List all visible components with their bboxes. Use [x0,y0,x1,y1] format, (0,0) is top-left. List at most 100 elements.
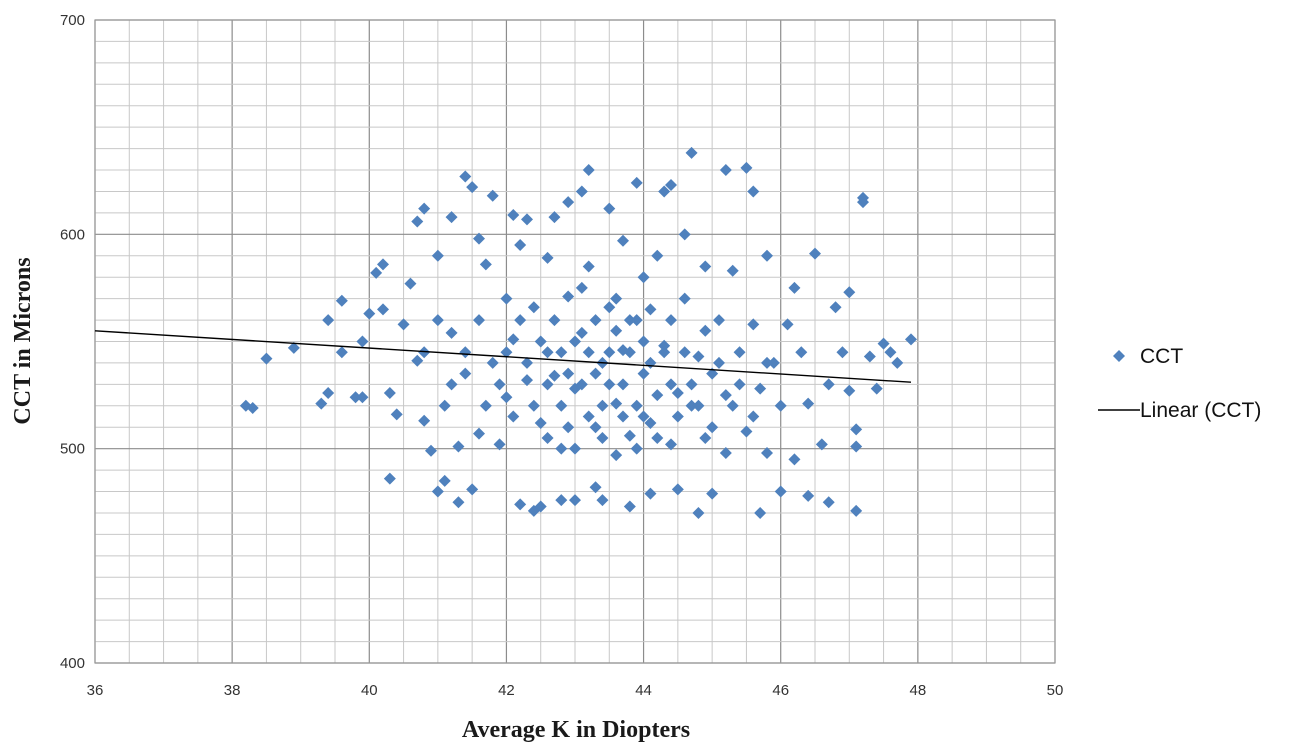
x-tick-label: 36 [87,682,104,699]
data-point [644,416,657,429]
data-point [514,498,527,511]
data-point [514,239,527,252]
x-tick-label: 46 [772,682,789,699]
data-point [507,410,520,423]
data-point [863,350,876,363]
data-point [623,346,636,359]
data-point [411,354,424,367]
legend: CCT Linear (CCT) [1098,345,1261,422]
data-point [377,258,389,271]
data-point [637,335,650,348]
data-point [802,397,815,410]
data-point [603,301,616,314]
data-point [754,506,767,519]
data-point [658,346,671,359]
data-point [431,249,444,262]
data-point [795,346,808,359]
data-point [322,314,335,327]
data-point [747,185,760,198]
data-point [493,378,506,391]
data-point [809,247,821,260]
data-point [575,185,588,198]
legend-label-cct: CCT [1140,345,1183,368]
data-point [459,170,472,183]
data-point [761,356,773,369]
data-point [335,346,348,359]
data-point [562,290,575,303]
data-point [363,307,376,320]
data-point [527,399,540,412]
data-point [582,260,595,273]
data-point [665,179,677,192]
data-point [699,431,712,444]
data-point [507,209,520,222]
data-point [630,314,643,327]
data-point [870,382,883,395]
data-point [452,440,465,453]
data-point [850,504,863,517]
data-point [843,286,856,299]
data-point [671,483,684,496]
y-tick-label: 400 [60,655,85,672]
legend-item-linear: Linear (CCT) [1098,399,1261,422]
data-point [692,399,705,412]
data-point [706,421,719,434]
data-point [733,346,746,359]
data-point [431,485,444,498]
data-point [891,356,904,369]
data-point [678,346,691,359]
data-point [884,346,897,359]
data-point [692,350,705,363]
data-point [335,294,348,307]
x-tick-label: 42 [498,682,515,699]
data-point [479,258,492,271]
data-point [719,164,732,177]
data-point [685,378,698,391]
data-point [843,384,856,397]
data-point [596,431,609,444]
data-point [713,314,725,327]
data-point [905,333,917,346]
data-point [555,442,568,455]
data-point [692,506,705,519]
data-point [589,367,602,380]
data-point [575,378,588,391]
data-point [740,161,753,174]
data-point [555,494,568,507]
data-point [850,440,863,453]
data-point [438,474,451,487]
data-point [452,496,465,509]
data-point [788,281,801,294]
data-point [713,356,725,369]
legend-marker-diamond-icon [1113,350,1125,362]
data-point [589,314,602,327]
data-point [445,378,458,391]
data-point [473,427,485,440]
data-point [699,260,712,273]
data-point [500,292,513,305]
plot-area-border [94,19,1056,664]
data-point [761,446,773,459]
data-point [857,191,869,204]
data-point [726,264,739,277]
data-point [246,401,259,414]
data-point [411,215,424,228]
data-point [473,314,485,327]
data-point [383,472,396,485]
data-point [685,146,698,159]
data-point [383,386,396,399]
data-point [425,444,437,457]
data-point [541,346,554,359]
data-point [740,425,753,438]
data-point [548,314,561,327]
x-tick-label: 50 [1047,682,1064,699]
y-tick-label: 700 [60,12,85,29]
data-point [493,438,506,451]
data-point [617,234,629,247]
data-point [418,202,431,215]
data-point [521,374,533,387]
data-point [514,314,527,327]
data-point [459,346,472,359]
data-point [719,446,732,459]
data-point [473,232,485,245]
